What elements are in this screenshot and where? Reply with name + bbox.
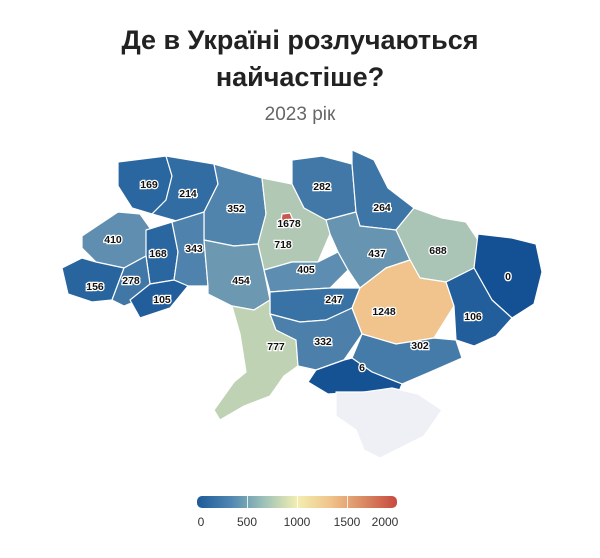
region-value-kyiv-oblast: 718 <box>274 239 292 251</box>
map-title-line-2: найчастіше? <box>215 62 385 92</box>
region-value-zaporizhzhia: 302 <box>411 340 429 352</box>
legend-tick-mark <box>247 496 248 508</box>
region-value-volyn: 169 <box>140 179 158 191</box>
region-value-chernihiv: 282 <box>313 181 331 193</box>
map-title-line-1: Де в Україні розлучаються <box>121 25 479 55</box>
region-value-kirovohrad: 247 <box>325 294 343 306</box>
region-value-lviv: 410 <box>104 234 122 246</box>
region-value-donetsk: 106 <box>464 311 482 323</box>
legend-tick-label: 2000 <box>371 515 399 529</box>
region-value-khmelnytskyi: 343 <box>185 243 203 255</box>
region-crimea[interactable] <box>335 387 443 459</box>
region-kherson[interactable] <box>307 357 403 395</box>
region-value-zhytomyr: 352 <box>227 203 245 215</box>
region-chernivtsi[interactable] <box>129 279 189 319</box>
region-value-dnipropetrovsk: 1248 <box>372 306 396 318</box>
legend-tick-label: 0 <box>197 515 205 529</box>
legend-tick-label: 1000 <box>283 515 311 529</box>
region-value-kherson: 6 <box>359 362 365 374</box>
region-value-chernivtsi: 105 <box>153 294 171 306</box>
region-donetsk[interactable] <box>445 267 513 347</box>
region-value-kharkiv: 688 <box>429 245 447 257</box>
region-value-mykolaiv: 332 <box>314 336 332 348</box>
legend-tick-mark <box>297 496 298 508</box>
region-value-cherkasy: 405 <box>297 264 315 276</box>
region-value-luhansk: 0 <box>505 271 511 283</box>
region-value-poltava: 437 <box>368 248 386 260</box>
region-value-sumy: 264 <box>373 202 391 214</box>
legend-tick-label: 1500 <box>333 515 361 529</box>
region-value-ternopil: 168 <box>149 248 167 260</box>
region-value-odesa: 777 <box>267 341 285 353</box>
region-value-kyiv-city: 1678 <box>277 218 301 230</box>
region-value-zakarpattia: 156 <box>86 281 104 293</box>
region-value-vinnytsia: 454 <box>232 275 250 287</box>
region-khmelnytskyi[interactable] <box>171 211 209 287</box>
legend-tick-label: 500 <box>236 515 258 529</box>
region-kyiv-city[interactable] <box>280 212 294 227</box>
region-odesa[interactable] <box>213 299 299 421</box>
legend-tick-mark <box>347 496 348 508</box>
region-sumy[interactable] <box>351 149 415 231</box>
map-subtitle: 2023 рік <box>264 104 336 125</box>
map-title: Де в Україні розлучаються найчастіше? <box>0 22 600 96</box>
region-value-rivne: 214 <box>179 188 197 200</box>
region-value-ivano-frankivsk: 278 <box>122 275 140 287</box>
